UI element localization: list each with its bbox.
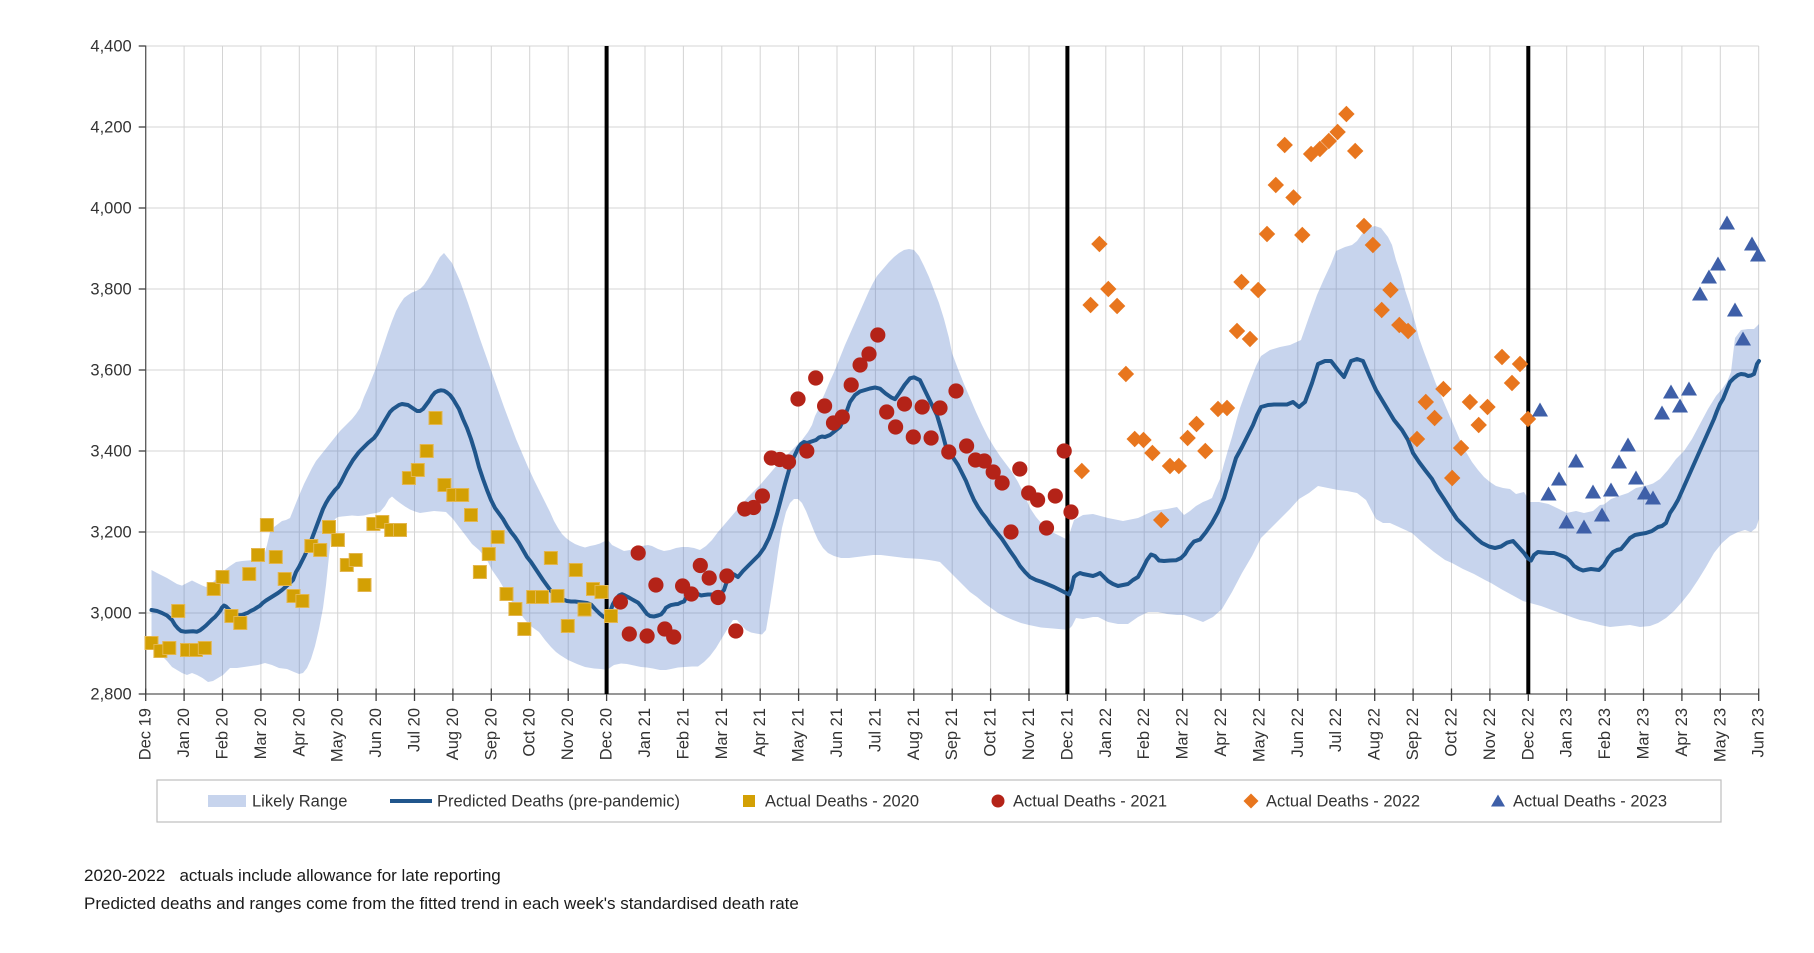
svg-text:May 20: May 20 bbox=[329, 708, 347, 762]
svg-text:Likely Range: Likely Range bbox=[252, 793, 347, 811]
svg-text:Dec 19: Dec 19 bbox=[137, 708, 155, 760]
svg-text:Jun 23: Jun 23 bbox=[1750, 708, 1768, 758]
svg-text:Feb 22: Feb 22 bbox=[1135, 708, 1153, 759]
svg-text:Nov 21: Nov 21 bbox=[1020, 708, 1038, 760]
svg-text:3,600: 3,600 bbox=[90, 362, 131, 380]
svg-text:2020-2022 actuals include al: 2020-2022 actuals include allowance for … bbox=[84, 866, 501, 885]
svg-text:Jun 22: Jun 22 bbox=[1289, 708, 1307, 758]
svg-text:Apr 21: Apr 21 bbox=[751, 708, 769, 757]
svg-text:Apr 23: Apr 23 bbox=[1673, 708, 1691, 757]
svg-text:Feb 23: Feb 23 bbox=[1596, 708, 1614, 759]
svg-text:Sep 20: Sep 20 bbox=[482, 708, 500, 760]
svg-text:Actual Deaths - 2022: Actual Deaths - 2022 bbox=[1266, 793, 1420, 811]
svg-text:Oct 22: Oct 22 bbox=[1443, 708, 1461, 757]
svg-text:May 21: May 21 bbox=[790, 708, 808, 762]
svg-text:Jun 20: Jun 20 bbox=[367, 708, 385, 758]
svg-text:3,800: 3,800 bbox=[90, 281, 131, 299]
svg-text:3,200: 3,200 bbox=[90, 524, 131, 542]
svg-text:Jan 22: Jan 22 bbox=[1097, 708, 1115, 758]
svg-text:Actual Deaths - 2023: Actual Deaths - 2023 bbox=[1513, 793, 1667, 811]
svg-text:Actual Deaths - 2021: Actual Deaths - 2021 bbox=[1013, 793, 1167, 811]
svg-text:Apr 22: Apr 22 bbox=[1212, 708, 1230, 757]
svg-text:Feb 20: Feb 20 bbox=[214, 708, 232, 759]
svg-text:Dec 22: Dec 22 bbox=[1519, 708, 1537, 760]
svg-text:Jan 21: Jan 21 bbox=[636, 708, 654, 758]
svg-text:Sep 22: Sep 22 bbox=[1404, 708, 1422, 760]
svg-text:Jan 23: Jan 23 bbox=[1558, 708, 1576, 758]
svg-text:Mar 23: Mar 23 bbox=[1635, 708, 1653, 759]
svg-text:Jul 20: Jul 20 bbox=[406, 708, 424, 752]
svg-text:Dec 20: Dec 20 bbox=[598, 708, 616, 760]
svg-text:Aug 20: Aug 20 bbox=[444, 708, 462, 760]
svg-text:Nov 20: Nov 20 bbox=[559, 708, 577, 760]
svg-text:Mar 22: Mar 22 bbox=[1174, 708, 1192, 759]
svg-text:Nov 22: Nov 22 bbox=[1481, 708, 1499, 760]
svg-text:May 23: May 23 bbox=[1711, 708, 1729, 762]
svg-text:Apr 20: Apr 20 bbox=[290, 708, 308, 757]
svg-text:May 22: May 22 bbox=[1250, 708, 1268, 762]
svg-text:4,400: 4,400 bbox=[90, 38, 131, 56]
svg-text:3,000: 3,000 bbox=[90, 605, 131, 623]
svg-text:Mar 20: Mar 20 bbox=[252, 708, 270, 759]
svg-text:Aug 22: Aug 22 bbox=[1366, 708, 1384, 760]
svg-text:Jul 22: Jul 22 bbox=[1327, 708, 1345, 752]
svg-text:Oct 20: Oct 20 bbox=[521, 708, 539, 757]
svg-text:2,800: 2,800 bbox=[90, 686, 131, 704]
svg-text:Dec 21: Dec 21 bbox=[1058, 708, 1076, 760]
svg-text:Feb 21: Feb 21 bbox=[674, 708, 692, 759]
svg-text:Aug 21: Aug 21 bbox=[905, 708, 923, 760]
svg-text:3,400: 3,400 bbox=[90, 443, 131, 461]
svg-text:Predicted deaths and ranges co: Predicted deaths and ranges come from th… bbox=[84, 894, 799, 913]
svg-text:Jun 21: Jun 21 bbox=[828, 708, 846, 758]
svg-text:4,200: 4,200 bbox=[90, 119, 131, 137]
svg-text:Mar 21: Mar 21 bbox=[713, 708, 731, 759]
svg-text:4,000: 4,000 bbox=[90, 200, 131, 218]
svg-text:Oct 21: Oct 21 bbox=[982, 708, 1000, 757]
svg-text:Jul 21: Jul 21 bbox=[866, 708, 884, 752]
svg-text:Predicted Deaths (pre-pandemic: Predicted Deaths (pre-pandemic) bbox=[437, 793, 680, 811]
svg-text:Actual Deaths - 2020: Actual Deaths - 2020 bbox=[765, 793, 919, 811]
svg-text:Sep 21: Sep 21 bbox=[943, 708, 961, 760]
svg-text:Jan 20: Jan 20 bbox=[175, 708, 193, 758]
